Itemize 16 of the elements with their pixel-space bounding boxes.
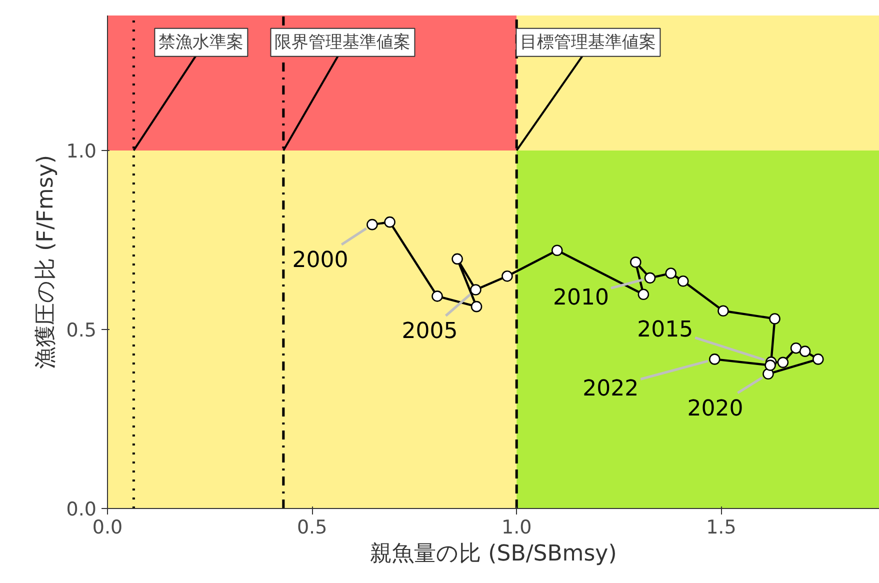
annotation: 2005 [402,319,458,344]
ref-line-label: 禁漁水準案 [158,32,244,52]
x-axis-title: 親魚量の比 (SB/SBmsy) [370,542,617,566]
x-tick-label: 0.5 [296,516,328,538]
annotation: 2000 [292,248,348,274]
annotation: 2015 [637,318,694,343]
ref-line-label: 目標管理基準値案 [520,32,656,52]
y-axis-title: 漁獲圧の比 (F/Fmsy) [33,155,58,369]
annotation: 2020 [687,396,744,422]
annotation: 2010 [552,285,609,310]
x-tick-label: 1.0 [502,516,532,538]
annotation: 2022 [582,376,639,402]
x-tick-label: 1.5 [706,516,736,538]
ref-line-label: 限界管理基準値案 [274,32,411,52]
y-tick-label: 0.5 [66,319,96,342]
y-tick-label: 1.0 [66,140,96,162]
